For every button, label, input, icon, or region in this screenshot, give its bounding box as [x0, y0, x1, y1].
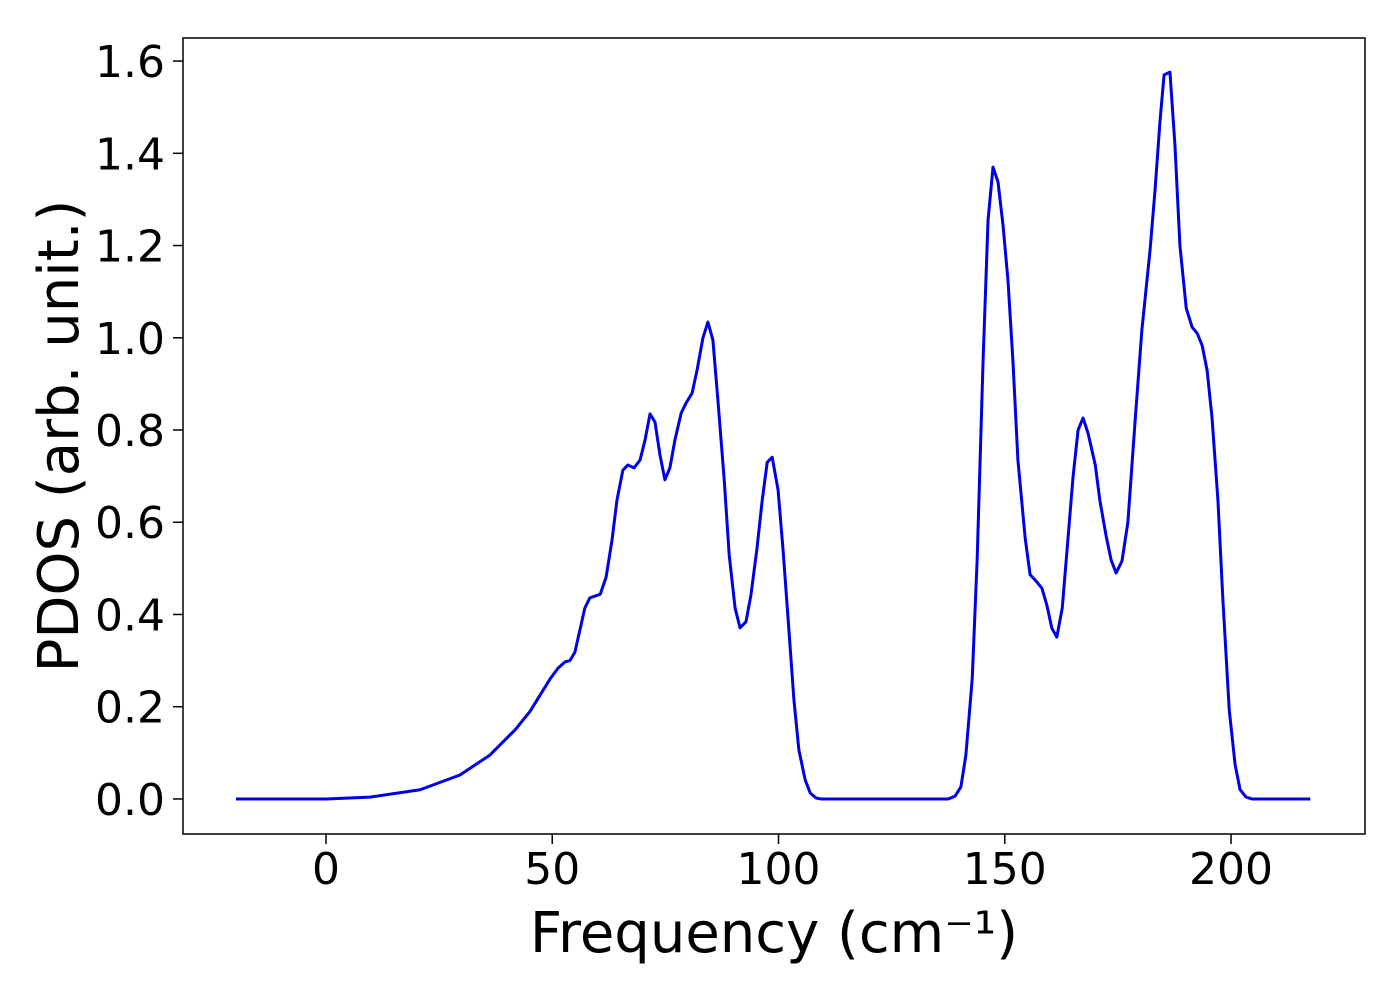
y-tick-label: 0.2 — [95, 683, 165, 734]
x-axis-label: Frequency (cm⁻¹) — [530, 901, 1018, 966]
y-tick-label: 0.4 — [95, 590, 165, 641]
y-tick-label: 0.8 — [95, 406, 165, 457]
plot-frame — [182, 37, 1366, 835]
x-tick-label: 100 — [737, 844, 821, 895]
y-tick-label: 1.4 — [95, 129, 165, 180]
y-tick-label: 0.0 — [95, 775, 165, 826]
y-tick-label: 1.2 — [95, 222, 165, 273]
y-tick-label: 0.6 — [95, 498, 165, 549]
x-tick-label: 200 — [1189, 844, 1273, 895]
x-tick-label: 0 — [312, 844, 340, 895]
x-tick-label: 50 — [524, 844, 580, 895]
y-axis-label: PDOS (arb. unit.) — [27, 200, 92, 673]
data-line — [235, 70, 1311, 801]
y-tick-label: 1.0 — [95, 314, 165, 365]
x-tick-label: 150 — [963, 844, 1047, 895]
y-tick-label: 1.6 — [95, 37, 165, 88]
